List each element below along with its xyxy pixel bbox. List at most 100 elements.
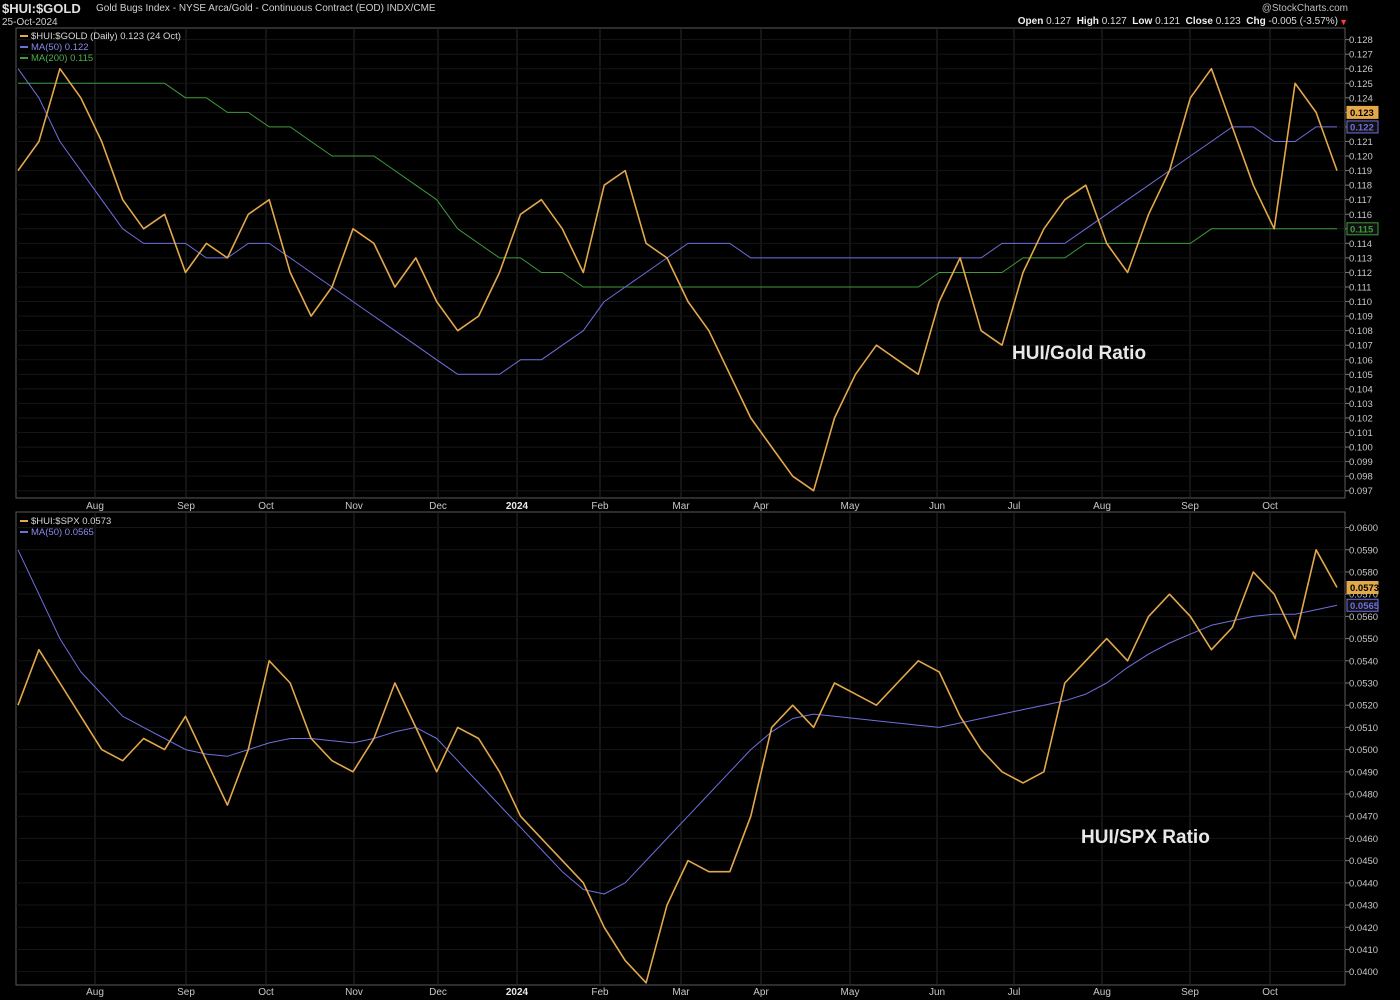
y-tick-label: 0.0580 [1349, 567, 1378, 578]
x-tick-label: Sep [177, 501, 195, 512]
close-value: 0.123 [1215, 16, 1241, 27]
y-tick-label: 0.0500 [1349, 745, 1378, 756]
y-tick-label: 0.098 [1349, 472, 1373, 483]
last-value-label: 0.0573 [1350, 583, 1379, 594]
y-tick-label: 0.0440 [1349, 878, 1378, 889]
x-tick-label: Nov [345, 987, 363, 998]
annotation-hui-spx-ratio: HUI/SPX Ratio [1081, 827, 1210, 848]
y-tick-label: 0.107 [1349, 341, 1373, 352]
y-tick-label: 0.113 [1349, 253, 1372, 264]
legend-label: MA(200) 0.115 [31, 53, 94, 64]
down-triangle-icon: ▼ [1339, 17, 1348, 27]
y-tick-label: 0.099 [1349, 457, 1373, 468]
y-tick-label: 0.0490 [1349, 767, 1378, 778]
legend-entry-ma50-top: MA(50) 0.122 [20, 42, 89, 53]
y-tick-label: 0.0550 [1349, 634, 1378, 645]
x-tick-label: Apr [753, 987, 769, 998]
x-tick-label: Dec [429, 501, 447, 512]
y-tick-label: 0.0410 [1349, 945, 1378, 956]
legend-entry-price-bottom: $HUI:$SPX 0.0573 [20, 516, 111, 527]
low-label: Low [1132, 16, 1153, 27]
y-tick-label: 0.110 [1349, 297, 1372, 308]
y-tick-label: 0.116 [1349, 210, 1372, 221]
legend-entry-price-top: $HUI:$GOLD (Daily) 0.123 (24 Oct) [20, 31, 181, 42]
x-tick-label: Apr [753, 501, 769, 512]
ohlc-readout: Open 0.127 High 0.127 Low 0.121 Close 0.… [1018, 16, 1338, 27]
open-label: Open [1017, 16, 1044, 27]
x-tick-label: Mar [672, 501, 690, 512]
x-tick-label: Jun [929, 501, 945, 512]
x-tick-label: Oct [258, 987, 274, 998]
high-value: 0.127 [1101, 16, 1127, 27]
high-label: High [1076, 16, 1099, 27]
y-tick-label: 0.0520 [1349, 701, 1378, 712]
series-line-ma50 [17, 68, 1337, 375]
x-tick-label: Dec [429, 987, 447, 998]
x-tick-label: Aug [1093, 501, 1111, 512]
y-tick-label: 0.0450 [1349, 856, 1378, 867]
y-tick-label: 0.127 [1349, 50, 1373, 61]
chart-panel-hui-gold: Aug Sep Oct Nov Dec 2024 Feb Mar Apr May Jun Jul Aug… [15, 27, 1379, 512]
series-line-ma200 [18, 82, 1337, 288]
last-value-label: 0.115 [1350, 224, 1374, 235]
x-tick-label: Feb [591, 501, 609, 512]
chart-description: Gold Bugs Index - NYSE Arca/Gold - Conti… [96, 3, 436, 14]
x-tick-label: 2024 [506, 987, 529, 998]
last-value-tag [1346, 598, 1379, 612]
legend-entry-ma50-bottom: MA(50) 0.0565 [20, 527, 94, 538]
x-tick-label: May [841, 987, 860, 998]
x-tick-label: Jul [1008, 987, 1021, 998]
last-value-tag [1346, 581, 1379, 595]
y-tick-label: 0.114 [1349, 239, 1372, 250]
y-tick-label: 0.097 [1349, 486, 1373, 497]
open-value: 0.127 [1046, 16, 1072, 27]
y-tick-label: 0.119 [1349, 166, 1372, 177]
annotation-hui-gold-ratio: HUI/Gold Ratio [1012, 343, 1147, 364]
x-tick-label: Jun [929, 987, 945, 998]
last-value-tag [1346, 120, 1379, 134]
legend-label: $HUI:$GOLD (Daily) 0.123 (24 Oct) [31, 31, 181, 42]
x-tick-label: Sep [177, 987, 195, 998]
low-value: 0.121 [1155, 16, 1181, 27]
x-tick-label: Sep [1181, 501, 1199, 512]
last-value-label: 0.0565 [1350, 601, 1380, 612]
legend-label: $HUI:$SPX 0.0573 [31, 516, 112, 527]
series-line-huigold [17, 67, 1338, 492]
y-tick-label: 0.100 [1349, 443, 1373, 454]
close-label: Close [1185, 16, 1213, 27]
y-tick-label: 0.0540 [1349, 656, 1378, 667]
y-tick-label: 0.106 [1349, 355, 1373, 366]
last-value-tag [1346, 105, 1379, 119]
x-tick-label: Aug [86, 501, 104, 512]
y-tick-label: 0.0510 [1349, 723, 1378, 734]
series-line-huispx [17, 548, 1338, 984]
y-tick-label: 0.108 [1349, 326, 1373, 337]
legend-entry-ma200-top: MA(200) 0.115 [20, 53, 93, 64]
y-tick-label: 0.101 [1349, 428, 1373, 439]
y-tick-label: 0.124 [1349, 93, 1373, 104]
y-tick-label: 0.125 [1349, 79, 1373, 90]
chg-value: -0.005 (-3.57%) [1268, 16, 1338, 27]
x-tick-label: 2024 [506, 501, 529, 512]
y-tick-label: 0.103 [1349, 399, 1373, 410]
legend-label: MA(50) 0.0565 [31, 527, 94, 538]
chg-label: Chg [1246, 16, 1266, 27]
y-tick-label: 0.109 [1349, 312, 1373, 323]
legend-label: MA(50) 0.122 [31, 42, 89, 53]
y-tick-label: 0.0600 [1349, 523, 1378, 534]
y-tick-label: 0.0400 [1349, 967, 1378, 978]
y-tick-label: 0.126 [1349, 64, 1373, 75]
last-value-tag [1346, 222, 1379, 236]
y-tick-label: 0.0530 [1349, 678, 1378, 689]
chart-symbol: $HUI:$GOLD [2, 1, 81, 16]
y-tick-label: 0.0590 [1349, 545, 1378, 556]
y-tick-label: 0.0570 [1349, 590, 1378, 601]
y-tick-label: 0.0430 [1349, 901, 1378, 912]
y-tick-label: 0.118 [1349, 181, 1372, 192]
x-tick-label: Oct [1262, 987, 1278, 998]
last-value-label: 0.122 [1350, 122, 1374, 133]
x-tick-label: Aug [1093, 987, 1111, 998]
x-tick-label: May [841, 501, 860, 512]
x-tick-label: Oct [258, 501, 274, 512]
